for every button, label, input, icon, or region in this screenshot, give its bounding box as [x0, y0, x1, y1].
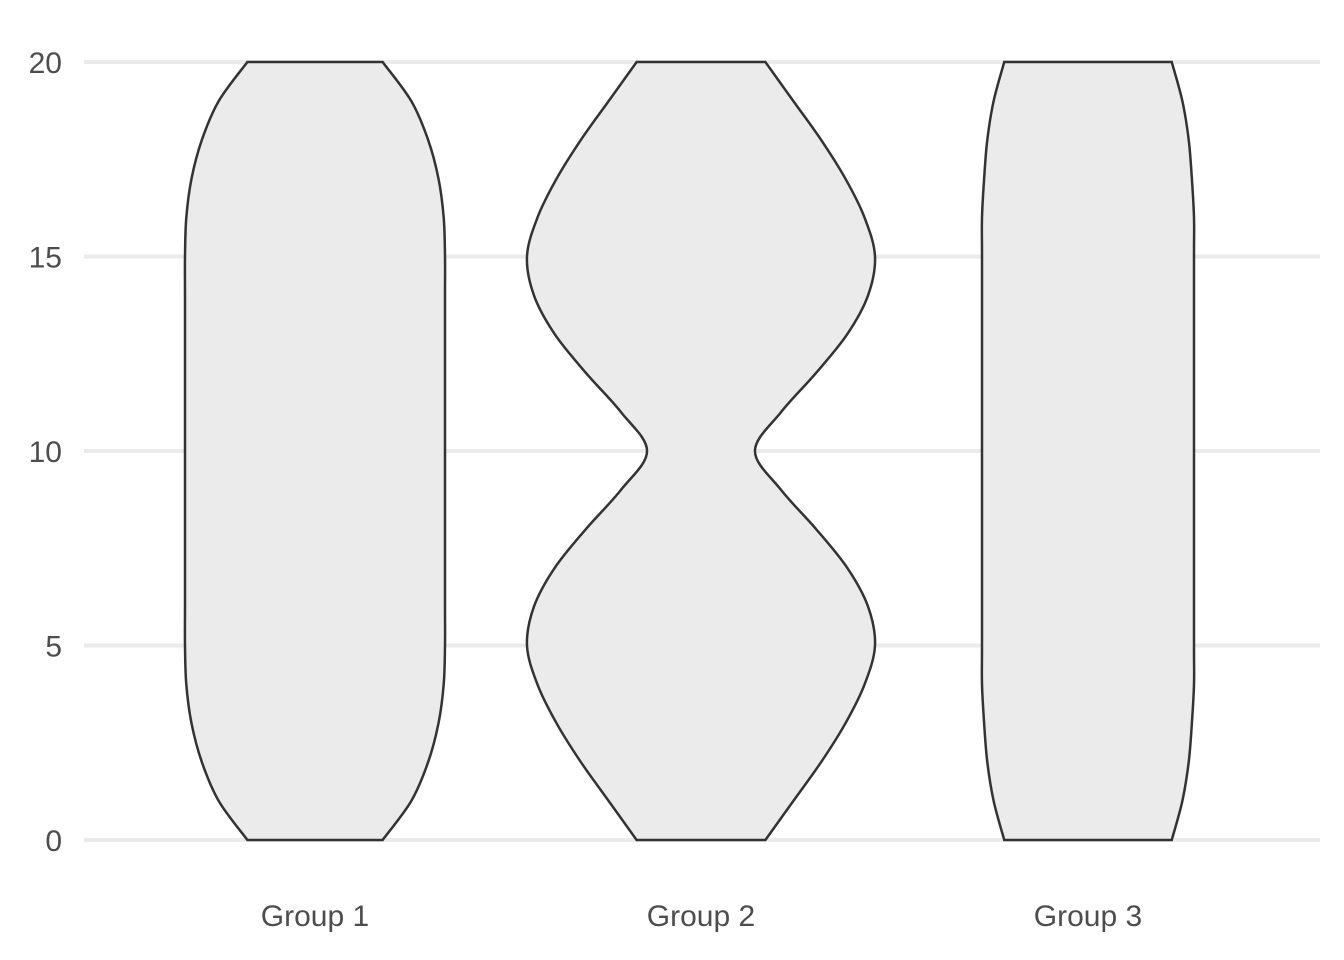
y-tick-label: 15 [29, 242, 62, 275]
violin-group-3 [980, 60, 1196, 842]
x-tick-label: Group 1 [261, 900, 369, 933]
y-tick-label: 20 [29, 47, 62, 80]
y-tick-label: 5 [45, 631, 62, 664]
x-tick-label: Group 3 [1034, 900, 1142, 933]
y-tick-label: 0 [45, 825, 62, 858]
y-axis: 0 5 10 15 20 [29, 47, 62, 858]
x-axis: Group 1 Group 2 Group 3 [261, 900, 1142, 933]
violins [183, 60, 1196, 842]
violin-group-1 [183, 60, 447, 842]
violin-group-2 [525, 60, 877, 842]
x-tick-label: Group 2 [647, 900, 755, 933]
y-tick-label: 10 [29, 436, 62, 469]
